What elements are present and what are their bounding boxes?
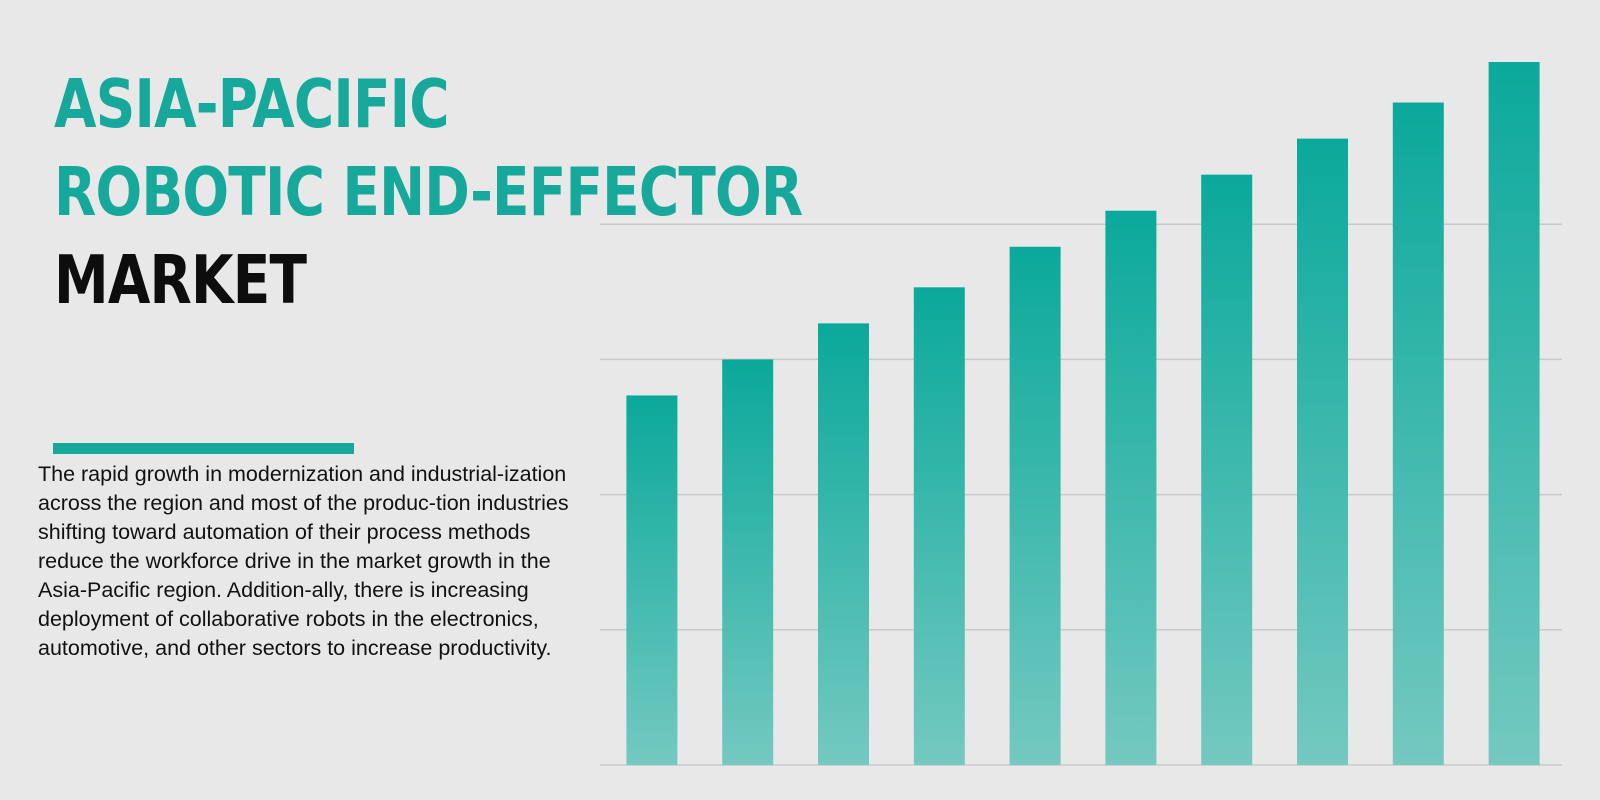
description-text: The rapid growth in modernization and in… bbox=[38, 462, 569, 660]
bar-10 bbox=[1488, 62, 1540, 765]
bar-6 bbox=[1105, 210, 1157, 765]
bar-5 bbox=[1009, 246, 1061, 765]
bar-7 bbox=[1201, 174, 1253, 765]
bars bbox=[626, 62, 1540, 766]
title-line-2: ROBOTIC END-EFFECTOR bbox=[54, 153, 803, 231]
bar-9 bbox=[1392, 102, 1444, 766]
bar-8 bbox=[1297, 138, 1348, 765]
bar-3 bbox=[818, 323, 869, 765]
title-line-3: MARKET bbox=[54, 241, 307, 319]
title-block: ASIA-PACIFIC ROBOTIC END-EFFECTOR MARKET bbox=[54, 60, 967, 324]
title-line-1: ASIA-PACIFIC bbox=[54, 65, 450, 143]
accent-rule bbox=[53, 443, 354, 454]
bar-2 bbox=[722, 359, 774, 765]
bar-1 bbox=[626, 395, 678, 765]
bar-4 bbox=[913, 287, 965, 765]
